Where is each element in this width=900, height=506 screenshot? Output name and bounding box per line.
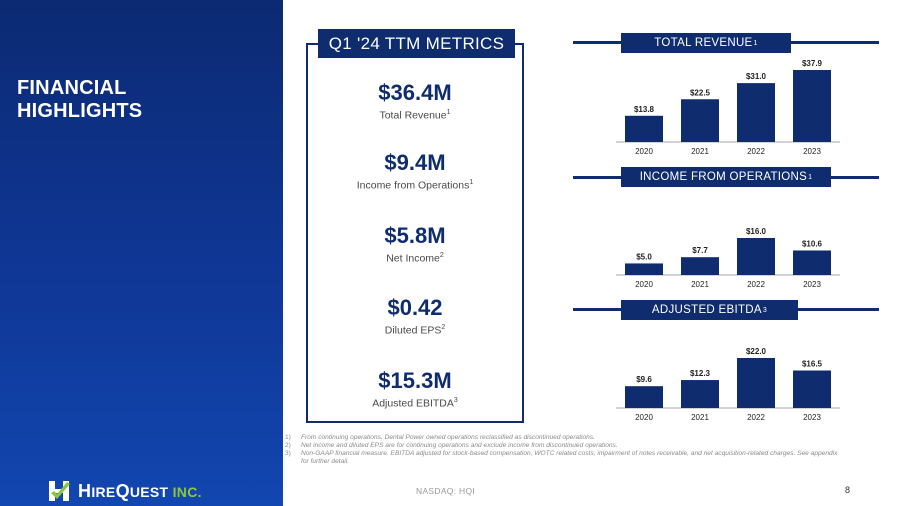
footnote-3: 3) Non-GAAP financial measure. EBITDA adj… xyxy=(285,450,838,465)
x-tick-label: 2020 xyxy=(635,413,653,422)
metric-value: $9.4M xyxy=(384,150,446,175)
metric-income-from-operations: $9.4M Income from Operations1 xyxy=(306,150,524,193)
footnote-2: 2) Net income and diluted EPS are for con… xyxy=(285,442,618,449)
hirequest-logo-icon xyxy=(49,481,70,501)
data-label: $16.5 xyxy=(802,360,823,369)
metric-diluted-eps: $0.42 Diluted EPS2 xyxy=(306,295,524,338)
metric-value: $15.3M xyxy=(378,368,452,393)
metric-label: Income from Operations1 xyxy=(356,179,474,192)
ticker-label: NASDAQ: HQI xyxy=(416,486,476,496)
page-title: FINANCIAL HIGHLIGHTS xyxy=(17,77,143,122)
company-logo: HIREQUEST INC. xyxy=(48,478,202,504)
bar-2023 xyxy=(793,250,831,275)
bar-2023 xyxy=(793,370,831,408)
total-revenue-chart: $13.8 2020 $22.5 2021 $31.0 2022 $37.9 2023 xyxy=(616,59,840,156)
data-label: $16.0 xyxy=(746,227,767,236)
data-label: $7.7 xyxy=(692,246,708,255)
bar-2022 xyxy=(737,238,775,275)
x-tick-label: 2023 xyxy=(803,280,821,289)
page-number: 8 xyxy=(845,485,851,495)
sidebar xyxy=(0,0,283,506)
data-label: $12.3 xyxy=(690,369,711,378)
logo-wordmark: HIREQUEST INC. xyxy=(78,480,202,501)
bar-2021 xyxy=(681,257,719,275)
data-label: $22.0 xyxy=(746,347,767,356)
x-tick-label: 2022 xyxy=(747,413,765,422)
chart-title-income-from-operations: INCOME FROM OPERATIONS 1 xyxy=(621,167,831,187)
x-tick-label: 2021 xyxy=(691,147,709,156)
metric-label: Diluted EPS2 xyxy=(384,324,446,337)
metric-label: Total Revenue1 xyxy=(379,109,451,122)
metric-adjusted-ebitda: $15.3M Adjusted EBITDA3 xyxy=(306,368,524,411)
data-label: $9.6 xyxy=(636,375,652,384)
bar-2021 xyxy=(681,380,719,408)
data-label: $5.0 xyxy=(636,252,652,261)
x-tick-label: 2021 xyxy=(691,280,709,289)
metric-value: $36.4M xyxy=(378,80,452,105)
footnote-1: 1) From continuing operations. Dental Pow… xyxy=(285,434,595,441)
data-label: $31.0 xyxy=(746,72,767,81)
x-tick-label: 2022 xyxy=(747,280,765,289)
bar-2020 xyxy=(625,263,663,275)
data-label: $13.8 xyxy=(634,105,655,114)
adjusted-ebitda-chart: $9.6 2020 $12.3 2021 $22.0 2022 $16.5 2023 xyxy=(616,347,840,422)
chart-title-total-revenue: TOTAL REVENUE 1 xyxy=(621,33,791,53)
x-tick-label: 2023 xyxy=(803,147,821,156)
metric-value: $0.42 xyxy=(387,295,443,320)
x-tick-label: 2020 xyxy=(635,280,653,289)
bar-2020 xyxy=(625,386,663,408)
bar-2021 xyxy=(681,99,719,142)
chart-title-adjusted-ebitda: ADJUSTED EBITDA 3 xyxy=(621,300,798,320)
bar-2020 xyxy=(625,115,663,142)
data-label: $22.5 xyxy=(690,88,711,97)
x-tick-label: 2021 xyxy=(691,413,709,422)
x-tick-label: 2022 xyxy=(747,147,765,156)
x-tick-label: 2023 xyxy=(803,413,821,422)
income-from-operations-chart: $5.0 2020 $7.7 2021 $16.0 2022 $10.6 2023 xyxy=(616,227,840,289)
bar-2022 xyxy=(737,358,775,408)
metric-label: Net Income2 xyxy=(386,252,444,265)
bar-2023 xyxy=(793,70,831,142)
footnotes: 1) From continuing operations. Dental Pow… xyxy=(285,434,845,466)
metric-label: Adjusted EBITDA3 xyxy=(372,397,458,410)
bar-2022 xyxy=(737,83,775,142)
metric-net-income: $5.8M Net Income2 xyxy=(306,223,524,266)
x-tick-label: 2020 xyxy=(635,147,653,156)
data-label: $10.6 xyxy=(802,239,823,248)
metric-value: $5.8M xyxy=(384,223,446,248)
metrics-header: Q1 '24 TTM METRICS xyxy=(318,29,515,58)
metric-total-revenue: $36.4M Total Revenue1 xyxy=(306,80,524,123)
data-label: $37.9 xyxy=(802,59,823,68)
